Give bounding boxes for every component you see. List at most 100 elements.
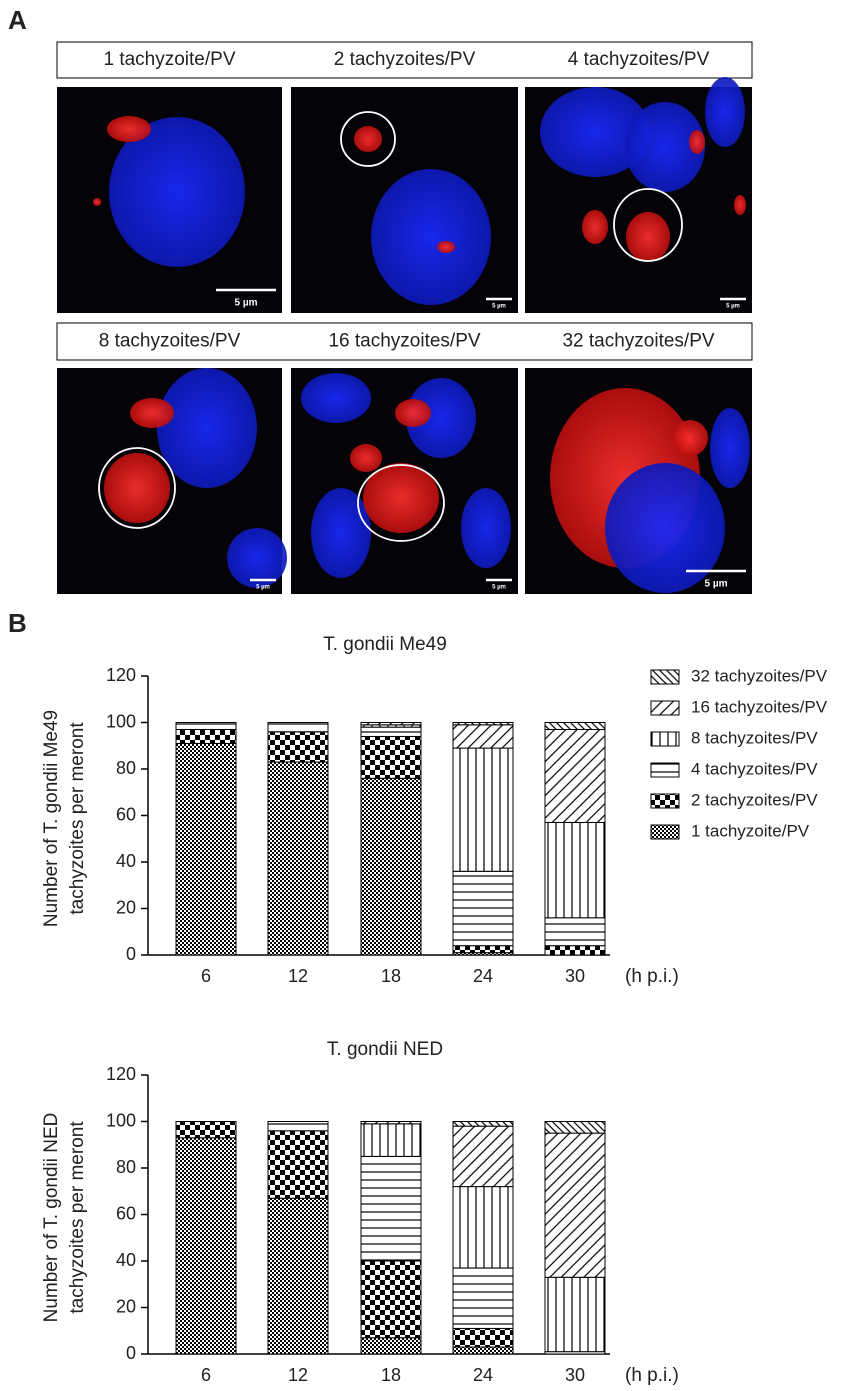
image-caption: 1 tachyzoite/PV (103, 49, 235, 70)
bar-segment (360, 1121, 422, 1125)
bar-segment (452, 1346, 514, 1355)
legend-swatch (650, 700, 680, 716)
bar-segment (452, 1125, 514, 1188)
bar-segment (267, 761, 329, 956)
y-tick-label: 60 (116, 804, 136, 824)
scale-bar-label: 5 µm (705, 579, 728, 590)
scale-bar-label: 5 µm (726, 304, 740, 310)
micrograph: 5 µm (57, 87, 282, 313)
legend-label: 4 tachyzoites/PV (691, 759, 818, 778)
parasite (734, 195, 746, 215)
parasite (107, 116, 151, 142)
bar-segment (544, 1121, 606, 1134)
legend-swatch (650, 731, 680, 747)
scale-bar-label: 5 µm (492, 304, 506, 310)
bar-segment (175, 1137, 237, 1355)
micrograph: 5 µm (57, 368, 287, 594)
chart-title: T. gondii Me49 (323, 634, 447, 655)
parasite (672, 420, 708, 456)
nucleus (109, 117, 245, 267)
nucleus (371, 169, 491, 305)
image-caption: 2 tachyzoites/PV (334, 49, 476, 70)
micrograph: 5 µm (525, 368, 752, 594)
y-tick-label: 80 (116, 758, 136, 778)
legend-label: 1 tachyzoite/PV (691, 821, 810, 840)
image-caption: 16 tachyzoites/PV (328, 331, 480, 352)
bar-segment (267, 731, 329, 763)
bar-segment (175, 1121, 237, 1139)
bar-segment (360, 777, 422, 956)
caption-box (56, 41, 753, 79)
legend-swatch (650, 793, 680, 809)
nucleus (705, 77, 745, 147)
legend-label: 32 tachyzoites/PV (691, 666, 828, 685)
y-tick-label: 100 (106, 711, 136, 731)
y-tick-label: 20 (116, 1296, 136, 1316)
y-tick-label: 80 (116, 1157, 136, 1177)
image-caption: 32 tachyzoites/PV (562, 331, 714, 352)
bar-segment (544, 917, 606, 947)
bar-segment (544, 945, 606, 956)
bar-segment (360, 726, 422, 737)
bar-segment (452, 870, 514, 947)
legend-label: 8 tachyzoites/PV (691, 728, 818, 747)
x-tick-label: 6 (201, 1365, 211, 1385)
scale-bar-label: 5 µm (492, 585, 506, 591)
x-tick-label: 30 (565, 1365, 585, 1385)
y-tick-label: 40 (116, 851, 136, 871)
nucleus (406, 378, 476, 458)
y-tick-label: 60 (116, 1203, 136, 1223)
nucleus (157, 368, 257, 488)
x-tick-label: 24 (473, 1365, 493, 1385)
x-tick-label: 6 (201, 966, 211, 986)
bar-segment (267, 1121, 329, 1132)
bar-segment (267, 1130, 329, 1199)
legend-swatch (650, 669, 680, 685)
bar-segment (452, 1121, 514, 1127)
bar-segment (452, 747, 514, 872)
parasite (363, 463, 439, 533)
bar-segment (452, 1267, 514, 1329)
nucleus (301, 373, 371, 423)
micrograph: 5 µm (291, 368, 518, 594)
scale-bar-label: 5 µm (235, 298, 258, 309)
bar-segment (544, 821, 606, 919)
nucleus (605, 463, 725, 593)
image-caption: 4 tachyzoites/PV (568, 49, 710, 70)
y-axis-label: Number of T. gondii Me49 (41, 710, 62, 927)
nucleus (461, 488, 511, 568)
bar-segment (360, 722, 422, 726)
x-tick-label: 18 (381, 1365, 401, 1385)
pv-circle (357, 464, 445, 542)
bar-segment (452, 1327, 514, 1348)
nucleus (625, 102, 705, 192)
x-axis-label: (h p.i.) (625, 1365, 679, 1386)
pv-circle (340, 111, 396, 167)
micrograph: 5 µm (525, 77, 752, 313)
parasite (354, 126, 382, 152)
x-tick-label: 30 (565, 966, 585, 986)
panel-label: B (8, 608, 27, 638)
bar-segment (175, 722, 237, 730)
legend-swatch (650, 762, 680, 778)
panel-label: A (8, 5, 27, 35)
nucleus (710, 408, 750, 488)
y-tick-label: 0 (126, 1343, 136, 1363)
bar-segment (452, 724, 514, 749)
bar-segment (360, 1123, 422, 1157)
y-axis-label: tachyzoites per meront (67, 722, 88, 915)
parasite (437, 241, 455, 253)
bar-segment (544, 728, 606, 823)
bar-segment (175, 742, 237, 956)
micrograph: 5 µm (291, 87, 518, 313)
parasite (130, 398, 174, 428)
bar-segment (360, 1260, 422, 1339)
scale-bar-label: 5 µm (256, 585, 270, 591)
legend-label: 16 tachyzoites/PV (691, 697, 828, 716)
bar-segment (360, 1337, 422, 1355)
bar-segment (544, 1276, 606, 1353)
parasite (93, 198, 101, 206)
nucleus (311, 488, 371, 578)
bar-segment (452, 1186, 514, 1269)
